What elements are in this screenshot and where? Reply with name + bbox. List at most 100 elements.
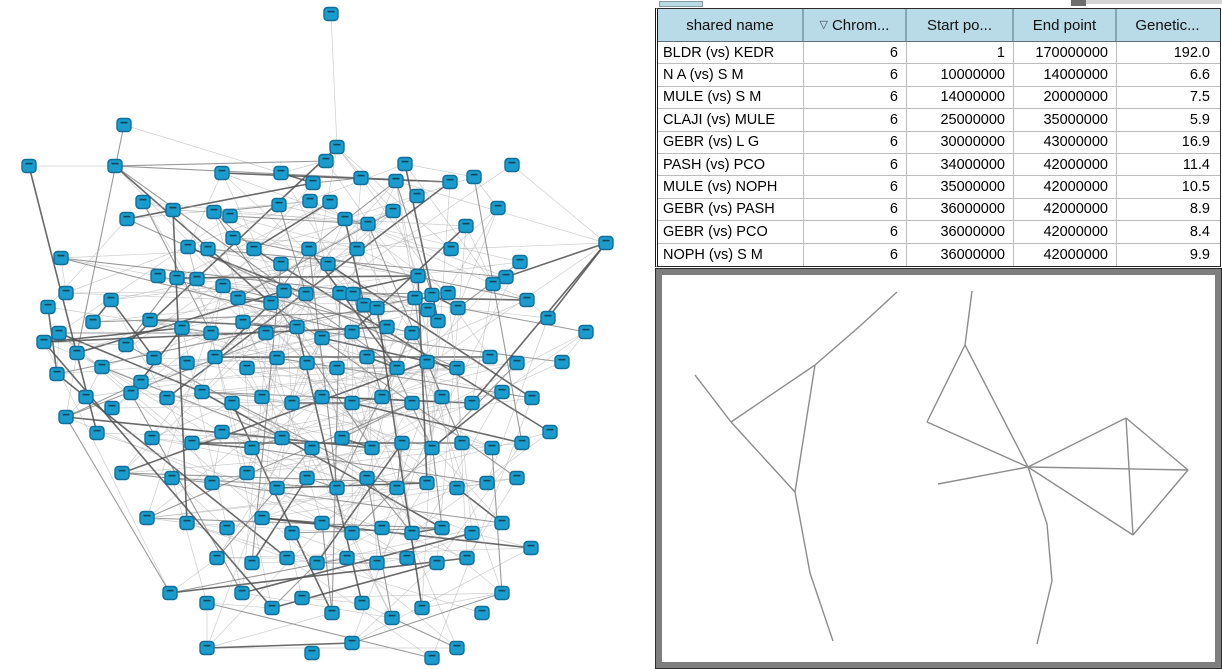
network-node[interactable] [299, 355, 315, 371]
network-node[interactable] [374, 389, 390, 405]
network-node[interactable] [485, 276, 501, 292]
network-edge[interactable] [76, 352, 308, 479]
network-edge[interactable] [206, 612, 333, 649]
network-node[interactable] [424, 650, 440, 666]
network-node[interactable] [230, 290, 246, 306]
table-cell[interactable]: BLDR (vs) KEDR [658, 42, 804, 64]
table-cell[interactable]: 170000000 [1014, 42, 1117, 64]
network-edge[interactable] [231, 402, 333, 614]
network-node[interactable] [234, 585, 250, 601]
network-node[interactable] [414, 600, 430, 616]
network-edge[interactable] [395, 180, 433, 296]
network-node[interactable] [204, 475, 220, 491]
table-cell[interactable]: NOPH (vs) S M [658, 243, 804, 266]
network-edge[interactable] [426, 356, 491, 363]
network-node[interactable] [180, 239, 196, 255]
network-edge[interactable] [471, 242, 607, 404]
network-node[interactable] [440, 285, 456, 301]
network-node[interactable] [490, 200, 506, 216]
network-edge[interactable] [110, 299, 155, 359]
network-node[interactable] [78, 389, 94, 405]
table-cell[interactable]: 6 [804, 243, 907, 266]
network-node[interactable] [419, 475, 435, 491]
network-node[interactable] [458, 218, 474, 234]
network-node[interactable] [424, 287, 440, 303]
network-node[interactable] [324, 605, 340, 621]
network-node[interactable] [225, 230, 241, 246]
network-edge[interactable] [308, 248, 338, 489]
table-cell[interactable]: 6 [804, 198, 907, 221]
network-edge[interactable] [253, 201, 331, 250]
network-node[interactable] [219, 520, 235, 536]
table-row[interactable]: CLAJI (vs) MULE 6 25000000 35000000 5.9 [658, 109, 1220, 132]
network-edge[interactable] [346, 557, 458, 649]
table-cell[interactable]: GEBR (vs) PASH [658, 198, 804, 221]
network-node[interactable] [466, 169, 482, 185]
network-node[interactable] [107, 158, 123, 174]
network-edge[interactable] [486, 317, 549, 484]
network-node[interactable] [449, 640, 465, 656]
network-node[interactable] [399, 550, 415, 566]
network-edge[interactable] [730, 421, 796, 493]
network-node[interactable] [598, 235, 614, 251]
network-edge[interactable] [146, 285, 224, 519]
network-node[interactable] [329, 139, 345, 155]
network-edge[interactable] [730, 364, 816, 423]
network-edge[interactable] [351, 547, 532, 644]
network-edge[interactable] [291, 532, 378, 564]
network-edge[interactable] [65, 163, 406, 294]
network-node[interactable] [273, 165, 289, 181]
network-edge[interactable] [395, 180, 458, 489]
network-edge[interactable] [450, 207, 499, 250]
network-node[interactable] [459, 550, 475, 566]
network-node[interactable] [344, 635, 360, 651]
network-node[interactable] [464, 525, 480, 541]
network-node[interactable] [540, 310, 556, 326]
network-node[interactable] [519, 292, 535, 308]
network-node[interactable] [337, 211, 353, 227]
network-node[interactable] [276, 283, 292, 299]
table-cell[interactable]: 30000000 [907, 131, 1014, 153]
table-row[interactable]: N A (vs) S M 6 10000000 14000000 6.6 [658, 64, 1220, 87]
network-edge[interactable] [450, 242, 607, 250]
network-edge[interactable] [221, 431, 473, 534]
network-node[interactable] [344, 324, 360, 340]
table-row[interactable]: GEBR (vs) PCO 6 36000000 42000000 8.4 [658, 221, 1220, 244]
network-edge[interactable] [216, 447, 313, 559]
network-node[interactable] [146, 350, 162, 366]
table-cell[interactable]: 6 [804, 42, 907, 64]
network-node[interactable] [407, 290, 423, 306]
table-cell[interactable]: 8.4 [1189, 223, 1210, 240]
network-node[interactable] [254, 510, 270, 526]
network-node[interactable] [344, 525, 360, 541]
network-edge[interactable] [456, 487, 503, 524]
network-edge[interactable] [207, 248, 419, 277]
network-node[interactable] [404, 325, 420, 341]
table-cell[interactable]: 35000000 [1014, 109, 1117, 131]
network-edge[interactable] [391, 617, 458, 649]
network-node[interactable] [318, 153, 334, 169]
network-node[interactable] [40, 299, 56, 315]
network-edge[interactable] [232, 237, 528, 301]
table-cell[interactable]: 9.9 [1189, 246, 1210, 263]
table-cell[interactable]: PASH (vs) PCO [658, 153, 804, 176]
network-node[interactable] [356, 297, 372, 313]
network-edge[interactable] [421, 320, 439, 609]
table-cell[interactable]: 25000000 [907, 109, 1014, 131]
network-edge[interactable] [261, 290, 285, 519]
network-node[interactable] [214, 424, 230, 440]
network-node[interactable] [320, 256, 336, 272]
network-node[interactable] [359, 470, 375, 486]
network-node[interactable] [58, 285, 74, 301]
network-node[interactable] [322, 194, 338, 210]
network-edge[interactable] [396, 307, 459, 489]
network-edge[interactable] [121, 361, 428, 474]
network-node[interactable] [494, 585, 510, 601]
network-node[interactable] [334, 430, 350, 446]
network-node[interactable] [224, 395, 240, 411]
network-edge[interactable] [466, 477, 518, 559]
network-node[interactable] [164, 470, 180, 486]
network-edge[interactable] [58, 332, 203, 393]
table-cell[interactable]: 35000000 [907, 176, 1014, 198]
network-node[interactable] [169, 270, 185, 286]
